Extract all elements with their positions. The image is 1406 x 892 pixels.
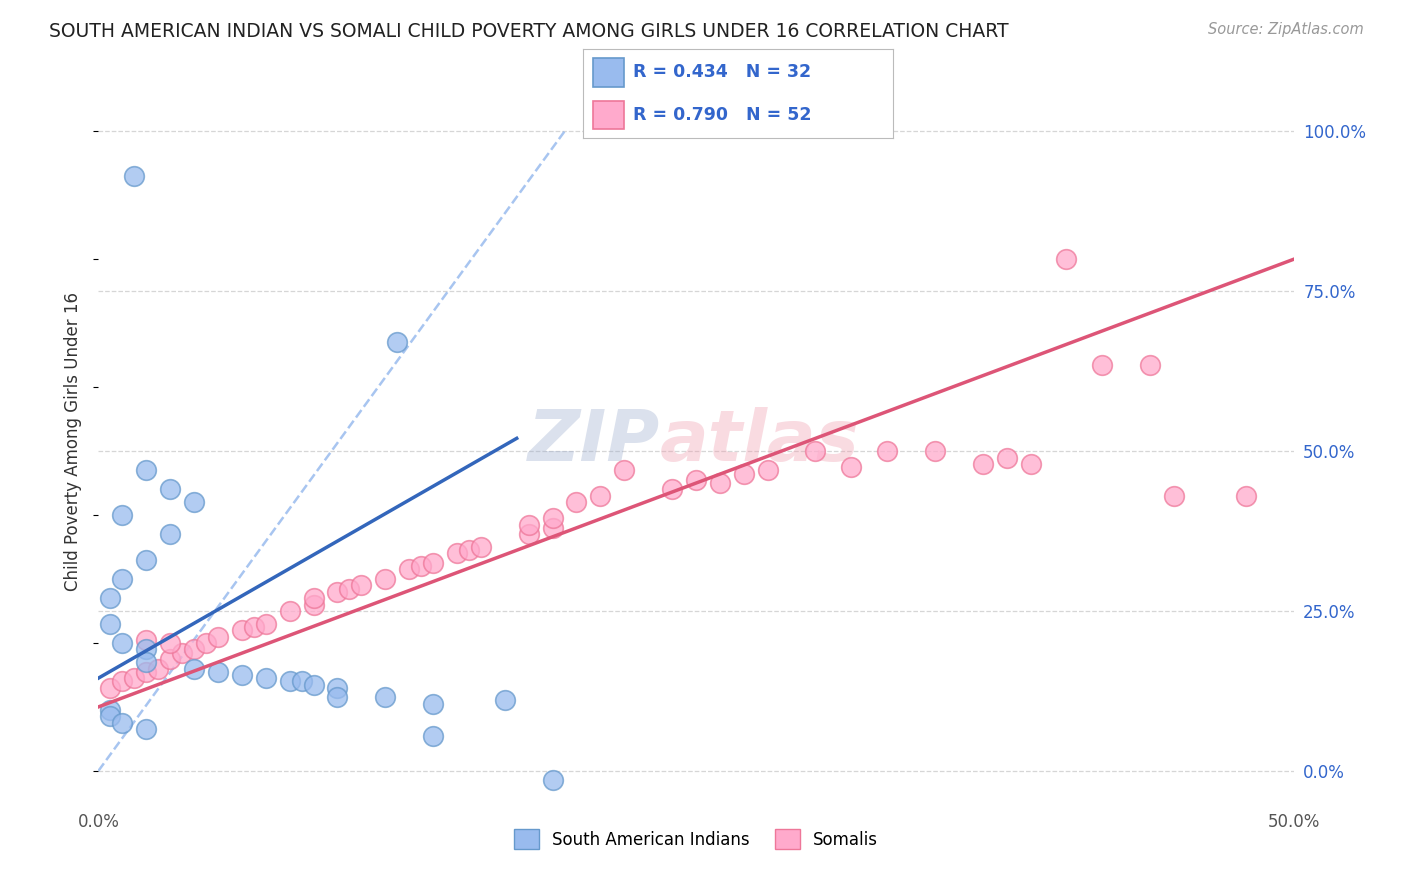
Point: [98, 591, 122, 606]
Point: [709, 476, 731, 491]
Point: [326, 681, 349, 695]
Point: [494, 693, 516, 707]
Point: [278, 604, 301, 618]
Point: [374, 572, 396, 586]
Point: [135, 642, 157, 657]
Point: [1056, 252, 1078, 267]
Point: [541, 511, 564, 525]
Point: [756, 463, 779, 477]
Point: [254, 671, 277, 685]
Text: SOUTH AMERICAN INDIAN VS SOMALI CHILD POVERTY AMONG GIRLS UNDER 16 CORRELATION C: SOUTH AMERICAN INDIAN VS SOMALI CHILD PO…: [49, 22, 1010, 41]
Point: [111, 636, 134, 650]
Text: R = 0.790   N = 52: R = 0.790 N = 52: [633, 106, 811, 124]
Point: [243, 620, 266, 634]
Point: [195, 636, 218, 650]
Point: [254, 616, 277, 631]
Point: [111, 508, 134, 522]
Y-axis label: Child Poverty Among Girls Under 16: Child Poverty Among Girls Under 16: [65, 292, 83, 591]
Point: [517, 517, 540, 532]
Point: [183, 642, 205, 657]
Point: [98, 703, 122, 717]
Point: [124, 671, 146, 685]
Point: [135, 723, 157, 737]
Text: atlas: atlas: [661, 407, 860, 476]
Point: [541, 521, 564, 535]
Point: [326, 584, 349, 599]
Text: R = 0.434   N = 32: R = 0.434 N = 32: [633, 63, 811, 81]
Point: [183, 495, 205, 509]
Point: [398, 562, 420, 576]
Point: [183, 661, 205, 675]
Point: [613, 463, 636, 477]
Point: [385, 335, 409, 350]
Point: [98, 681, 122, 695]
Point: [207, 665, 229, 679]
Point: [661, 483, 683, 497]
Point: [422, 729, 444, 743]
Point: [98, 616, 122, 631]
Point: [972, 457, 994, 471]
Point: [159, 636, 181, 650]
Point: [302, 598, 325, 612]
Point: [302, 677, 325, 691]
Point: [231, 623, 253, 637]
Point: [565, 495, 588, 509]
Point: [159, 527, 181, 541]
Point: [685, 473, 707, 487]
Point: [1091, 358, 1114, 372]
Point: [98, 709, 122, 723]
Point: [291, 674, 314, 689]
Point: [278, 674, 301, 689]
Point: [995, 450, 1018, 465]
Point: [458, 543, 481, 558]
Point: [111, 572, 134, 586]
Point: [1234, 489, 1257, 503]
Point: [470, 540, 492, 554]
Point: [733, 467, 755, 481]
Point: [135, 632, 157, 647]
Point: [350, 578, 373, 592]
Point: [924, 444, 946, 458]
Point: [541, 773, 564, 788]
Point: [589, 489, 612, 503]
Point: [135, 655, 157, 669]
Point: [135, 665, 157, 679]
Point: [339, 582, 361, 596]
Point: [1163, 489, 1185, 503]
Text: Source: ZipAtlas.com: Source: ZipAtlas.com: [1208, 22, 1364, 37]
Point: [422, 556, 444, 570]
Point: [1139, 358, 1161, 372]
Point: [517, 527, 540, 541]
Point: [841, 460, 863, 475]
Point: [135, 463, 157, 477]
Point: [111, 715, 134, 730]
Point: [207, 630, 229, 644]
Point: [804, 444, 827, 458]
Point: [422, 697, 444, 711]
Point: [172, 646, 194, 660]
Point: [446, 546, 468, 560]
Point: [159, 652, 181, 666]
Point: [302, 591, 325, 606]
Text: ZIP: ZIP: [527, 407, 661, 476]
Point: [1019, 457, 1042, 471]
Point: [124, 169, 146, 184]
FancyBboxPatch shape: [593, 101, 624, 129]
Point: [326, 690, 349, 705]
Point: [876, 444, 898, 458]
Point: [135, 553, 157, 567]
Point: [148, 661, 170, 675]
Point: [411, 559, 433, 574]
FancyBboxPatch shape: [593, 58, 624, 87]
Point: [159, 483, 181, 497]
Point: [111, 674, 134, 689]
Point: [231, 668, 253, 682]
Point: [374, 690, 396, 705]
Legend: South American Indians, Somalis: South American Indians, Somalis: [508, 822, 884, 856]
